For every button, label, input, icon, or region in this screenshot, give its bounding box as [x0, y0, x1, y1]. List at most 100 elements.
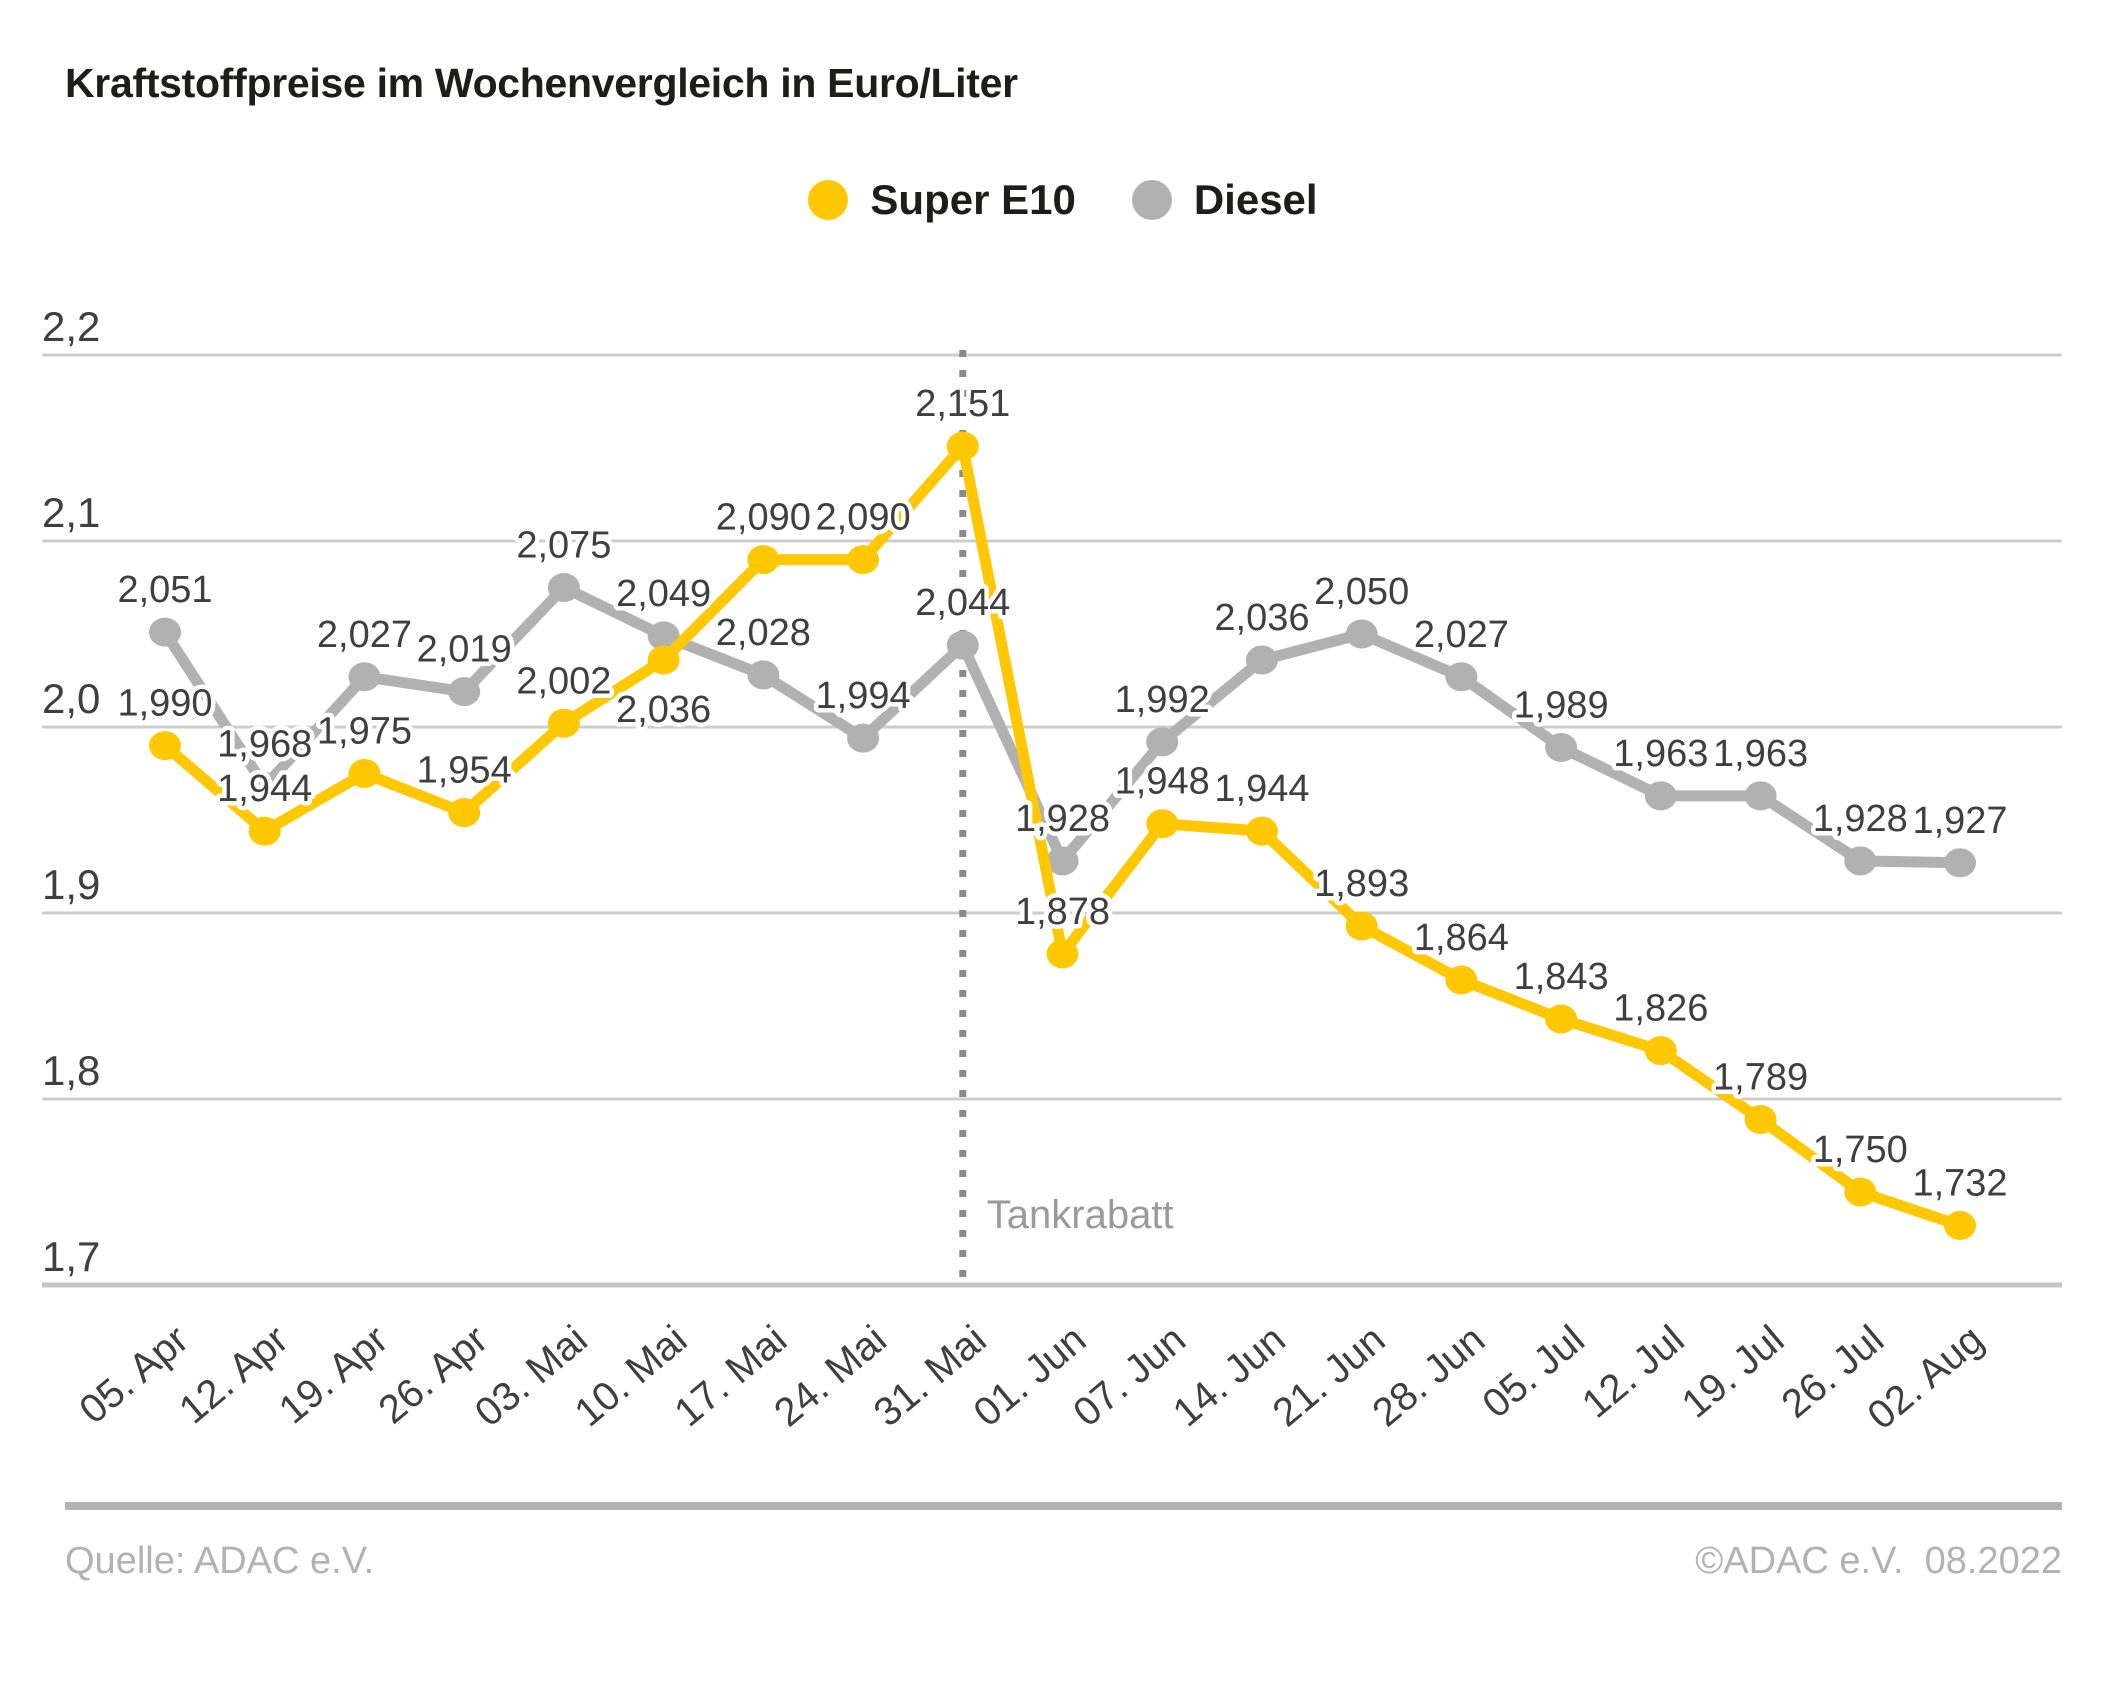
diesel-legend-label: Diesel — [1193, 176, 1318, 223]
x-tick-label-14: 05. Jul — [1474, 1317, 1593, 1426]
super-e10-value-label-18: 1,732 — [1912, 1162, 2007, 1204]
y-tick-label-1,8: 1,8 — [42, 1047, 100, 1094]
x-tick-label-15: 12. Jul — [1574, 1317, 1693, 1426]
diesel-value-label-3: 2,019 — [417, 629, 512, 671]
super-e10-value-label-6: 2,090 — [716, 497, 811, 539]
super-e10-value-label-17: 1,750 — [1813, 1129, 1908, 1171]
super-e10-marker-2 — [348, 759, 381, 788]
x-tick-label-1: 12. Apr — [171, 1317, 296, 1432]
super-e10-value-label-2: 1,975 — [317, 711, 412, 753]
diesel-marker-16 — [1744, 781, 1777, 811]
super-e10-marker-11 — [1245, 816, 1278, 846]
diesel-value-label-17: 1,928 — [1813, 798, 1908, 840]
legend-item-super-e10: Super E10 — [808, 176, 1076, 224]
diesel-value-label-13: 2,027 — [1414, 614, 1509, 656]
super-e10-value-label-5: 2,036 — [616, 689, 711, 731]
diesel-marker-17 — [1844, 846, 1877, 876]
diesel-marker-6 — [747, 660, 780, 690]
diesel-value-label-7: 1,994 — [816, 675, 911, 717]
diesel-marker-13 — [1445, 662, 1478, 692]
super-e10-value-label-8: 2,151 — [915, 383, 1010, 425]
super-e10-marker-6 — [747, 545, 780, 575]
chart-title: Kraftstoffpreise im Wochenvergleich in E… — [65, 60, 1018, 106]
y-tick-label-2,1: 2,1 — [42, 489, 100, 536]
super-e10-value-label-14: 1,843 — [1514, 956, 1609, 998]
source-text: Quelle: ADAC e.V. — [65, 1540, 375, 1582]
super-e10-marker-14 — [1545, 1004, 1578, 1034]
super-e10-value-label-9: 1,878 — [1015, 891, 1110, 933]
legend: Super E10 Diesel — [0, 176, 2126, 224]
super-e10-marker-15 — [1644, 1036, 1677, 1066]
diesel-marker-18 — [1944, 848, 1976, 878]
x-tick-label-13: 28. Jun — [1364, 1317, 1493, 1435]
super-e10-value-label-3: 1,954 — [417, 750, 512, 792]
super-e10-value-label-12: 1,893 — [1314, 863, 1409, 905]
diesel-value-label-16: 1,963 — [1713, 733, 1808, 775]
diesel-value-label-18: 1,927 — [1912, 800, 2007, 842]
diesel-marker-3 — [448, 677, 481, 707]
super-e10-marker-9 — [1046, 939, 1079, 969]
x-tick-label-2: 19. Apr — [271, 1317, 396, 1432]
diesel-value-label-10: 1,992 — [1115, 679, 1210, 721]
super-e10-marker-1 — [248, 816, 281, 846]
super-e10-value-label-15: 1,826 — [1613, 988, 1708, 1030]
diesel-value-label-2: 2,027 — [317, 614, 412, 656]
x-tick-label-4: 03. Mai — [467, 1317, 596, 1435]
diesel-value-label-5: 2,049 — [616, 573, 711, 615]
y-tick-label-2,2: 2,2 — [42, 303, 100, 350]
super-e10-marker-12 — [1345, 911, 1378, 941]
diesel-marker-9 — [1046, 846, 1079, 876]
legend-item-diesel: Diesel — [1131, 176, 1318, 224]
super-e10-value-label-7: 2,090 — [816, 497, 911, 539]
super-e10-marker-10 — [1146, 809, 1179, 839]
y-tick-label-2,0: 2,0 — [42, 675, 100, 722]
x-tick-label-0: 05. Apr — [71, 1317, 196, 1432]
y-tick-label-1,7: 1,7 — [42, 1233, 100, 1280]
x-tick-label-6: 17. Mai — [666, 1317, 795, 1435]
x-tick-label-5: 10. Mai — [567, 1317, 696, 1435]
super-e10-marker-7 — [847, 545, 880, 575]
super-e10-legend-dot — [808, 180, 849, 220]
super-e10-marker-13 — [1445, 965, 1478, 995]
diesel-legend-dot — [1131, 180, 1172, 220]
diesel-marker-11 — [1245, 645, 1278, 675]
diesel-marker-7 — [847, 723, 880, 753]
super-e10-marker-4 — [547, 708, 580, 738]
diesel-value-label-0: 2,051 — [117, 569, 212, 611]
diesel-marker-2 — [348, 662, 381, 692]
super-e10-legend-label: Super E10 — [870, 176, 1076, 223]
x-tick-label-8: 31. Mai — [866, 1317, 995, 1435]
diesel-value-label-8: 2,044 — [915, 582, 1010, 624]
x-tick-label-10: 07. Jun — [1065, 1317, 1194, 1435]
diesel-value-label-4: 2,075 — [516, 525, 611, 567]
x-tick-label-18: 02. Aug — [1860, 1317, 1992, 1438]
diesel-value-label-11: 2,036 — [1214, 597, 1309, 639]
y-tick-label-1,9: 1,9 — [42, 861, 100, 908]
diesel-marker-8 — [946, 630, 979, 660]
diesel-value-label-15: 1,963 — [1613, 733, 1708, 775]
diesel-marker-1 — [248, 772, 281, 802]
x-tick-label-12: 21. Jun — [1265, 1317, 1394, 1435]
super-e10-marker-18 — [1944, 1210, 1976, 1240]
diesel-marker-0 — [149, 617, 181, 647]
super-e10-value-label-11: 1,944 — [1214, 768, 1309, 810]
diesel-marker-4 — [547, 573, 580, 602]
tankrabatt-label: Tankrabatt — [987, 1193, 1174, 1237]
super-e10-marker-8 — [946, 431, 979, 461]
x-tick-label-9: 01. Jun — [965, 1317, 1094, 1435]
diesel-value-label-14: 1,989 — [1514, 684, 1609, 726]
x-tick-label-16: 19. Jul — [1674, 1317, 1793, 1426]
super-e10-marker-16 — [1744, 1104, 1777, 1134]
x-tick-label-7: 24. Mai — [766, 1317, 895, 1435]
super-e10-marker-17 — [1844, 1177, 1877, 1207]
copyright-text: ©ADAC e.V. 08.2022 — [1695, 1540, 2062, 1582]
diesel-marker-15 — [1644, 781, 1677, 811]
diesel-value-label-12: 2,050 — [1314, 571, 1409, 613]
diesel-value-label-9: 1,928 — [1015, 798, 1110, 840]
super-e10-marker-5 — [647, 645, 680, 675]
diesel-marker-10 — [1146, 727, 1179, 757]
footer-divider — [65, 1502, 2062, 1510]
super-e10-marker-0 — [149, 731, 181, 761]
